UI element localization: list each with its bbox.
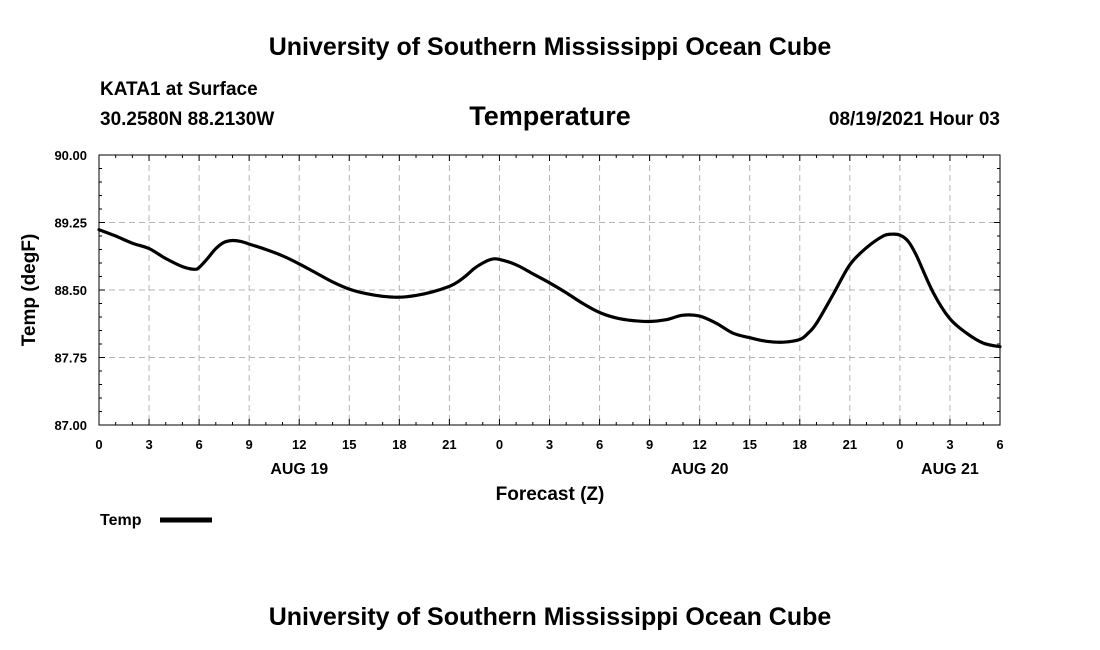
x-tick-label: 9 xyxy=(646,437,653,452)
x-tick-label: 6 xyxy=(996,437,1003,452)
x-tick-label: 3 xyxy=(946,437,953,452)
y-tick-labels: 90.00 89.25 88.50 87.75 87.00 xyxy=(54,148,87,433)
top-title: University of Southern Mississippi Ocean… xyxy=(269,33,832,61)
coords-label: 30.2580N 88.2130W xyxy=(100,109,274,130)
x-tick-label: 3 xyxy=(546,437,553,452)
x-tick-label: 12 xyxy=(692,437,706,452)
x-tick-label: 12 xyxy=(292,437,306,452)
date-label: AUG 19 xyxy=(270,461,328,478)
x-tick-label: 21 xyxy=(442,437,456,452)
date-labels: AUG 19 AUG 20 AUG 21 xyxy=(270,461,979,478)
x-axis-label: Forecast (Z) xyxy=(496,484,605,505)
x-tick-label: 3 xyxy=(145,437,152,452)
x-tick-label: 0 xyxy=(896,437,903,452)
y-tick-label: 87.75 xyxy=(54,351,87,366)
x-tick-label: 6 xyxy=(195,437,202,452)
x-tick-label: 0 xyxy=(95,437,102,452)
grid xyxy=(99,155,1000,425)
date-label: AUG 21 xyxy=(921,461,979,478)
legend-label: Temp xyxy=(100,512,142,529)
bottom-title: University of Southern Mississippi Ocean… xyxy=(269,603,832,631)
y-tick-label: 87.00 xyxy=(54,418,87,433)
temp-series-line xyxy=(97,228,1002,349)
x-tick-label: 21 xyxy=(843,437,857,452)
x-tick-labels: 0 3 6 9 12 15 18 21 0 3 6 9 12 15 18 21 0 3 6 xyxy=(95,437,1003,452)
datetime-label: 08/19/2021 Hour 03 xyxy=(829,109,1000,130)
y-tick-label: 89.25 xyxy=(54,216,87,231)
plot-frame xyxy=(98,154,1001,426)
y-axis-label: Temp (degF) xyxy=(19,234,40,347)
x-tick-label: 0 xyxy=(496,437,503,452)
x-tick-label: 18 xyxy=(392,437,406,452)
x-tick-label: 9 xyxy=(246,437,253,452)
chart-title: Temperature xyxy=(469,101,631,131)
date-label: AUG 20 xyxy=(671,461,729,478)
y-tick-label: 90.00 xyxy=(54,148,87,163)
x-tick-label: 18 xyxy=(793,437,807,452)
x-tick-label: 15 xyxy=(342,437,356,452)
x-tick-label: 6 xyxy=(596,437,603,452)
station-label: KATA1 at Surface xyxy=(100,79,258,100)
x-tick-label: 15 xyxy=(742,437,756,452)
y-tick-label: 88.50 xyxy=(54,283,87,298)
